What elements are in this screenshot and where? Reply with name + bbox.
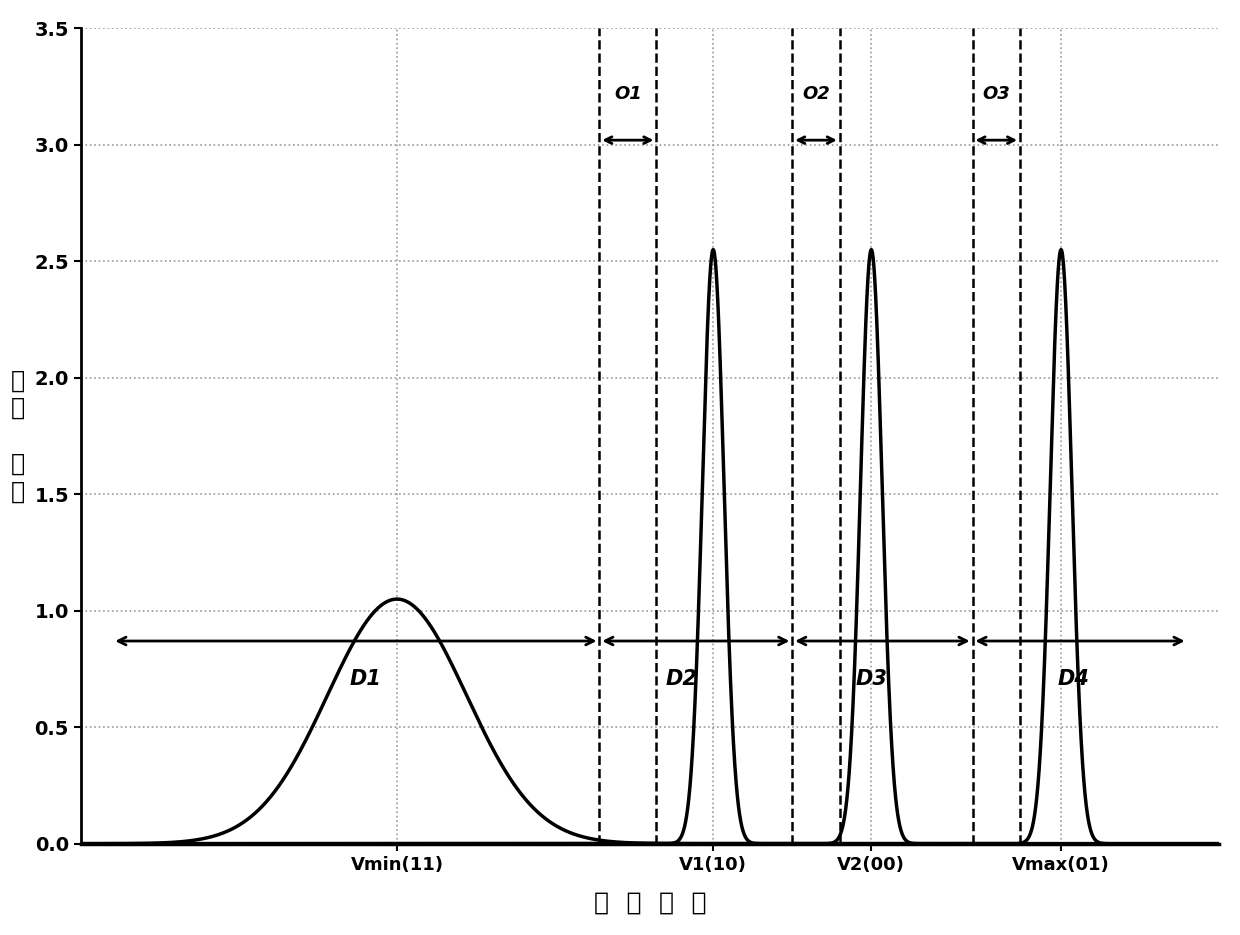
Text: O3: O3 bbox=[982, 85, 1011, 103]
Text: D3: D3 bbox=[856, 669, 888, 689]
Text: O1: O1 bbox=[614, 85, 641, 103]
Text: D1: D1 bbox=[350, 669, 381, 689]
X-axis label: 阈  值  电  压: 阈 值 电 压 bbox=[594, 890, 707, 914]
Y-axis label: 概
率

密
度: 概 率 密 度 bbox=[11, 368, 25, 504]
Text: D4: D4 bbox=[1058, 669, 1090, 689]
Text: D2: D2 bbox=[666, 669, 698, 689]
Text: O2: O2 bbox=[802, 85, 830, 103]
